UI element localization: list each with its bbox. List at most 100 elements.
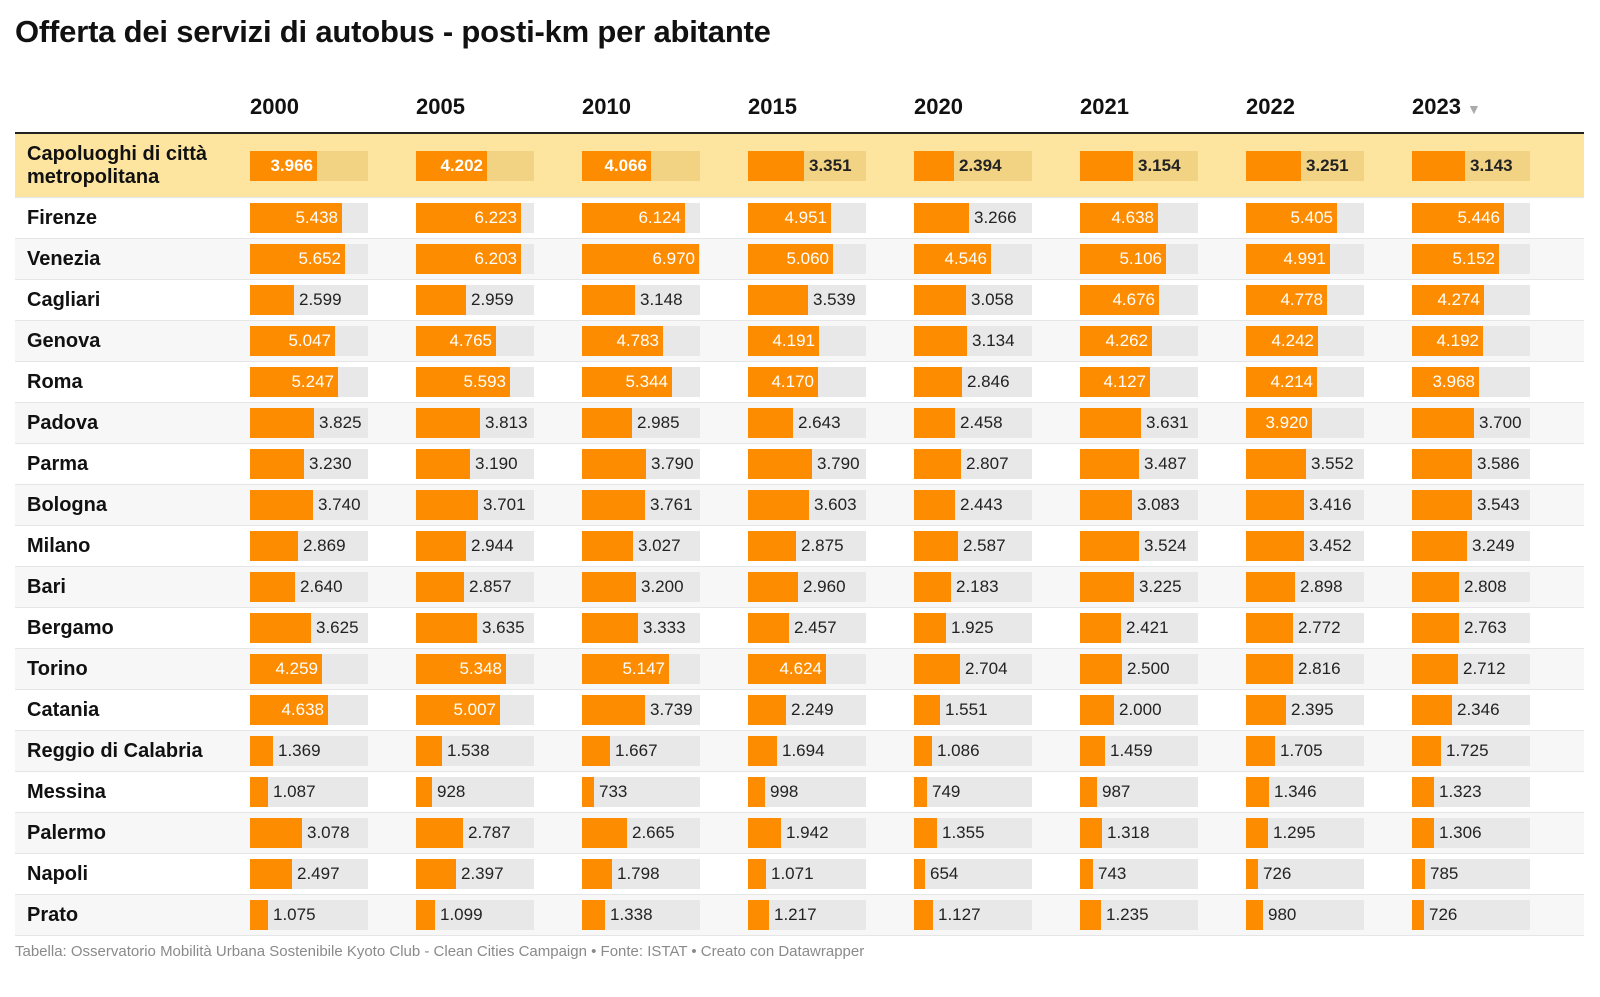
value-bar [914, 490, 955, 520]
row-label: Bari [27, 575, 66, 598]
value-label: 733 [599, 782, 628, 801]
column-header-label: 2015 [748, 94, 797, 119]
bar-cell: 3.700 [1412, 408, 1530, 438]
value-bar [582, 818, 627, 848]
value-bar [582, 203, 685, 233]
value-bar [582, 285, 635, 315]
bar-cell: 1.551 [914, 695, 1032, 725]
bar-cell: 6.203 [416, 244, 534, 274]
bar-cell: 3.351 [748, 150, 866, 181]
value-label: 1.667 [615, 741, 658, 760]
value-label: 2.458 [960, 413, 1003, 432]
bar-cell: 5.106 [1080, 244, 1198, 274]
value-bar [416, 367, 510, 397]
value-bar [914, 449, 961, 479]
value-label: 3.134 [972, 331, 1015, 350]
value-bar [1246, 326, 1318, 356]
bar-cell: 2.857 [416, 572, 534, 602]
bar-cell: 2.443 [914, 490, 1032, 520]
value-bar [914, 736, 932, 766]
bar-cell: 2.772 [1246, 613, 1364, 643]
value-bar [1412, 203, 1504, 233]
value-bar [748, 531, 796, 561]
row-label: Capoluoghi di città metropolitana [27, 142, 207, 188]
bar-cell: 2.869 [250, 531, 368, 561]
column-header-2005[interactable]: 2005 [416, 94, 465, 120]
bar-cell: 1.087 [250, 777, 368, 807]
value-bar [250, 285, 294, 315]
value-bar [582, 367, 672, 397]
bar-cell: 3.631 [1080, 408, 1198, 438]
bar-cell: 4.202 [416, 150, 534, 181]
row-label: Catania [27, 698, 100, 721]
column-header-2010[interactable]: 2010 [582, 94, 631, 120]
value-label: 3.625 [316, 618, 359, 637]
bar-cell: 2.397 [416, 859, 534, 889]
value-label: 4.624 [779, 659, 822, 678]
value-label: 2.985 [637, 413, 680, 432]
bar-track [582, 777, 700, 807]
bar-cell: 2.846 [914, 367, 1032, 397]
value-bar [1412, 326, 1483, 356]
value-label: 3.739 [650, 700, 693, 719]
value-label: 3.700 [1479, 413, 1522, 432]
table-row: Palermo 3.078 2.787 2.665 1.942 1.355 1.318 1.2… [15, 813, 1584, 854]
bar-cell: 4.192 [1412, 326, 1530, 356]
column-header-label: 2000 [250, 94, 299, 119]
bar-cell: 5.344 [582, 367, 700, 397]
table-row: Reggio di Calabria 1.369 1.538 1.667 1.694 1.… [15, 731, 1584, 772]
bar-cell: 2.875 [748, 531, 866, 561]
table-row: Genova 5.047 4.765 4.783 4.191 3.134 4.262 4.24… [15, 321, 1584, 362]
bar-cell: 3.790 [582, 449, 700, 479]
bar-cell: 2.421 [1080, 613, 1198, 643]
bar-cell: 5.147 [582, 654, 700, 684]
value-bar [748, 695, 786, 725]
bar-cell: 1.127 [914, 900, 1032, 930]
bar-cell: 3.524 [1080, 531, 1198, 561]
value-bar [1080, 490, 1132, 520]
column-header-2000[interactable]: 2000 [250, 94, 299, 120]
value-bar [416, 244, 521, 274]
column-header-2021[interactable]: 2021 [1080, 94, 1129, 120]
column-header-2022[interactable]: 2022 [1246, 94, 1295, 120]
bar-cell: 2.587 [914, 531, 1032, 561]
value-bar [416, 736, 442, 766]
value-label: 3.552 [1311, 454, 1354, 473]
value-bar [250, 572, 295, 602]
table-row: Firenze 5.438 6.223 6.124 4.951 3.266 4.638 5.4… [15, 198, 1584, 239]
value-bar [748, 859, 766, 889]
value-bar [582, 695, 645, 725]
sort-descending-icon[interactable]: ▼ [1466, 101, 1481, 117]
row-label: Bergamo [27, 616, 114, 639]
value-label: 4.127 [1103, 372, 1146, 391]
row-label: Milano [27, 534, 91, 557]
value-bar [914, 613, 946, 643]
value-bar [416, 150, 487, 181]
value-bar [250, 150, 317, 181]
bar-track [748, 859, 866, 889]
value-bar [1080, 285, 1159, 315]
value-bar [582, 150, 651, 181]
column-header-label: 2005 [416, 94, 465, 119]
bar-cell: 2.898 [1246, 572, 1364, 602]
value-label: 3.790 [817, 454, 860, 473]
value-label: 2.497 [297, 864, 340, 883]
bar-cell: 6.124 [582, 203, 700, 233]
value-bar [250, 859, 292, 889]
value-label: 1.087 [273, 782, 316, 801]
value-bar [1246, 203, 1337, 233]
column-header-2015[interactable]: 2015 [748, 94, 797, 120]
bar-cell: 3.968 [1412, 367, 1530, 397]
bar-cell: 743 [1080, 859, 1198, 889]
value-label: 4.778 [1280, 290, 1323, 309]
value-label: 980 [1268, 905, 1297, 924]
column-header-2023[interactable]: 2023 ▼ [1412, 94, 1481, 120]
value-label: 654 [930, 864, 959, 883]
value-label: 1.694 [782, 741, 825, 760]
table-row: Milano 2.869 2.944 3.027 2.875 2.587 3.524 3.45… [15, 526, 1584, 567]
value-bar [1246, 490, 1304, 520]
value-label: 2.875 [801, 536, 844, 555]
column-header-2020[interactable]: 2020 [914, 94, 963, 120]
column-header-label: 2022 [1246, 94, 1295, 119]
value-label: 3.416 [1309, 495, 1352, 514]
